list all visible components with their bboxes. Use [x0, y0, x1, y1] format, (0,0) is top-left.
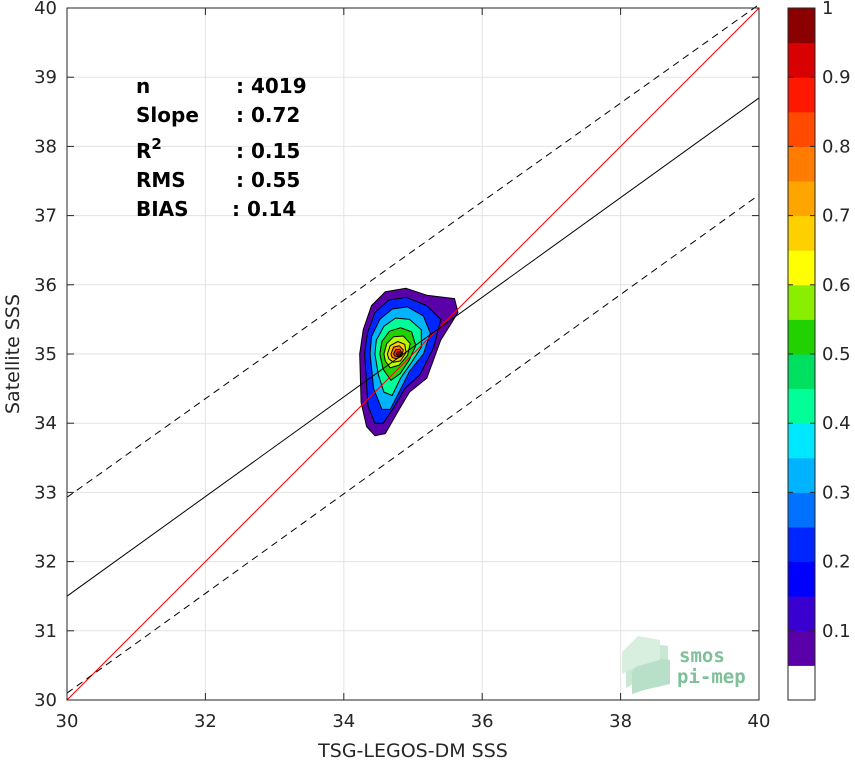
stat-label: BIAS [136, 197, 189, 221]
colorbar-band [788, 457, 815, 493]
colorbar-band [788, 284, 815, 320]
stat-value: : 0.15 [236, 139, 300, 163]
stat-label: R2 [136, 135, 162, 163]
y-tick-label: 32 [34, 552, 57, 573]
watermark-line2: pi-mep [677, 666, 746, 688]
y-tick-label: 38 [34, 136, 57, 157]
colorbar-band [788, 492, 815, 528]
colorbar-band [788, 388, 815, 424]
x-tick-label: 40 [748, 711, 771, 732]
regression-line [66, 97, 760, 597]
colorbar-ticks: 1 0.9 0.8 0.7 0.6 0.5 0.4 0.3 0.2 0.1 [788, 0, 851, 642]
y-tick-label: 34 [34, 413, 57, 434]
stat-value: : 0.14 [232, 197, 296, 221]
colorbar-band [788, 319, 815, 355]
y-tick-label: 40 [34, 0, 57, 19]
x-tick-label: 32 [194, 711, 217, 732]
watermark-line1: smos [679, 645, 725, 667]
colorbar-tick-label: 0.7 [822, 206, 851, 227]
y-tick-label: 30 [34, 690, 57, 711]
colorbar-band [788, 111, 815, 147]
colorbar-tick-label: 0.1 [822, 621, 851, 642]
colorbar-tick-label: 0.6 [822, 275, 851, 296]
x-tick-label: 30 [56, 711, 79, 732]
stat-label: RMS [136, 168, 186, 192]
colorbar-tick-label: 0.4 [822, 413, 851, 434]
x-tick-label: 34 [332, 711, 355, 732]
colorbar-tick-label: 0.3 [822, 482, 851, 503]
colorbar-tick-label: 1 [822, 0, 833, 19]
colorbar-tick-label: 0.2 [822, 552, 851, 573]
y-axis-ticks: 30 31 32 33 34 35 36 37 38 39 40 [34, 0, 759, 711]
grid [66, 7, 760, 701]
x-axis-label: TSG-LEGOS-DM SSS [317, 740, 508, 762]
colorbar-band [788, 215, 815, 251]
stat-value: : 0.55 [236, 168, 300, 192]
identity-line [66, 7, 760, 701]
colorbar-band [788, 354, 815, 390]
smos-logo-icon [622, 636, 670, 694]
y-tick-label: 31 [34, 621, 57, 642]
colorbar-band [788, 665, 815, 701]
stat-value: : 4019 [236, 74, 307, 98]
colorbar-band [788, 146, 815, 182]
x-tick-label: 38 [609, 711, 632, 732]
colorbar-band [788, 527, 815, 563]
stat-label: n [136, 74, 150, 98]
lower-bound-line [66, 194, 760, 694]
x-axis-ticks: 30 32 34 36 38 40 [56, 8, 771, 732]
y-tick-label: 39 [34, 67, 57, 88]
upper-bound-line [66, 4, 760, 498]
colorbar-band [788, 250, 815, 286]
colorbar-band [788, 77, 815, 113]
stat-label: Slope [136, 103, 199, 127]
colorbar-tick-label: 0.9 [822, 67, 851, 88]
colorbar-band [788, 423, 815, 459]
y-tick-label: 33 [34, 482, 57, 503]
x-tick-label: 36 [471, 711, 494, 732]
colorbar-band [788, 596, 815, 632]
y-tick-label: 36 [34, 275, 57, 296]
colorbar-band [788, 630, 815, 666]
colorbar-band [788, 561, 815, 597]
y-tick-label: 35 [34, 344, 57, 365]
colorbar-tick-label: 0.8 [822, 136, 851, 157]
stats-box: n : 4019 Slope : 0.72 R2 : 0.15 RMS : 0.55 BIAS:… [136, 74, 307, 221]
colorbar-band [788, 181, 815, 217]
y-axis-label: Satellite SSS [2, 294, 24, 414]
stat-value: : 0.72 [236, 103, 300, 127]
colorbar-tick-label: 0.5 [822, 344, 851, 365]
colorbar-band [788, 8, 815, 44]
y-tick-label: 37 [34, 206, 57, 227]
colorbar [787, 7, 816, 701]
density-contour-level-10 [395, 351, 401, 356]
colorbar-band [788, 42, 815, 78]
watermark: smos pi-mep [622, 636, 746, 694]
fit-lines [66, 4, 760, 701]
density-contours [359, 287, 459, 437]
